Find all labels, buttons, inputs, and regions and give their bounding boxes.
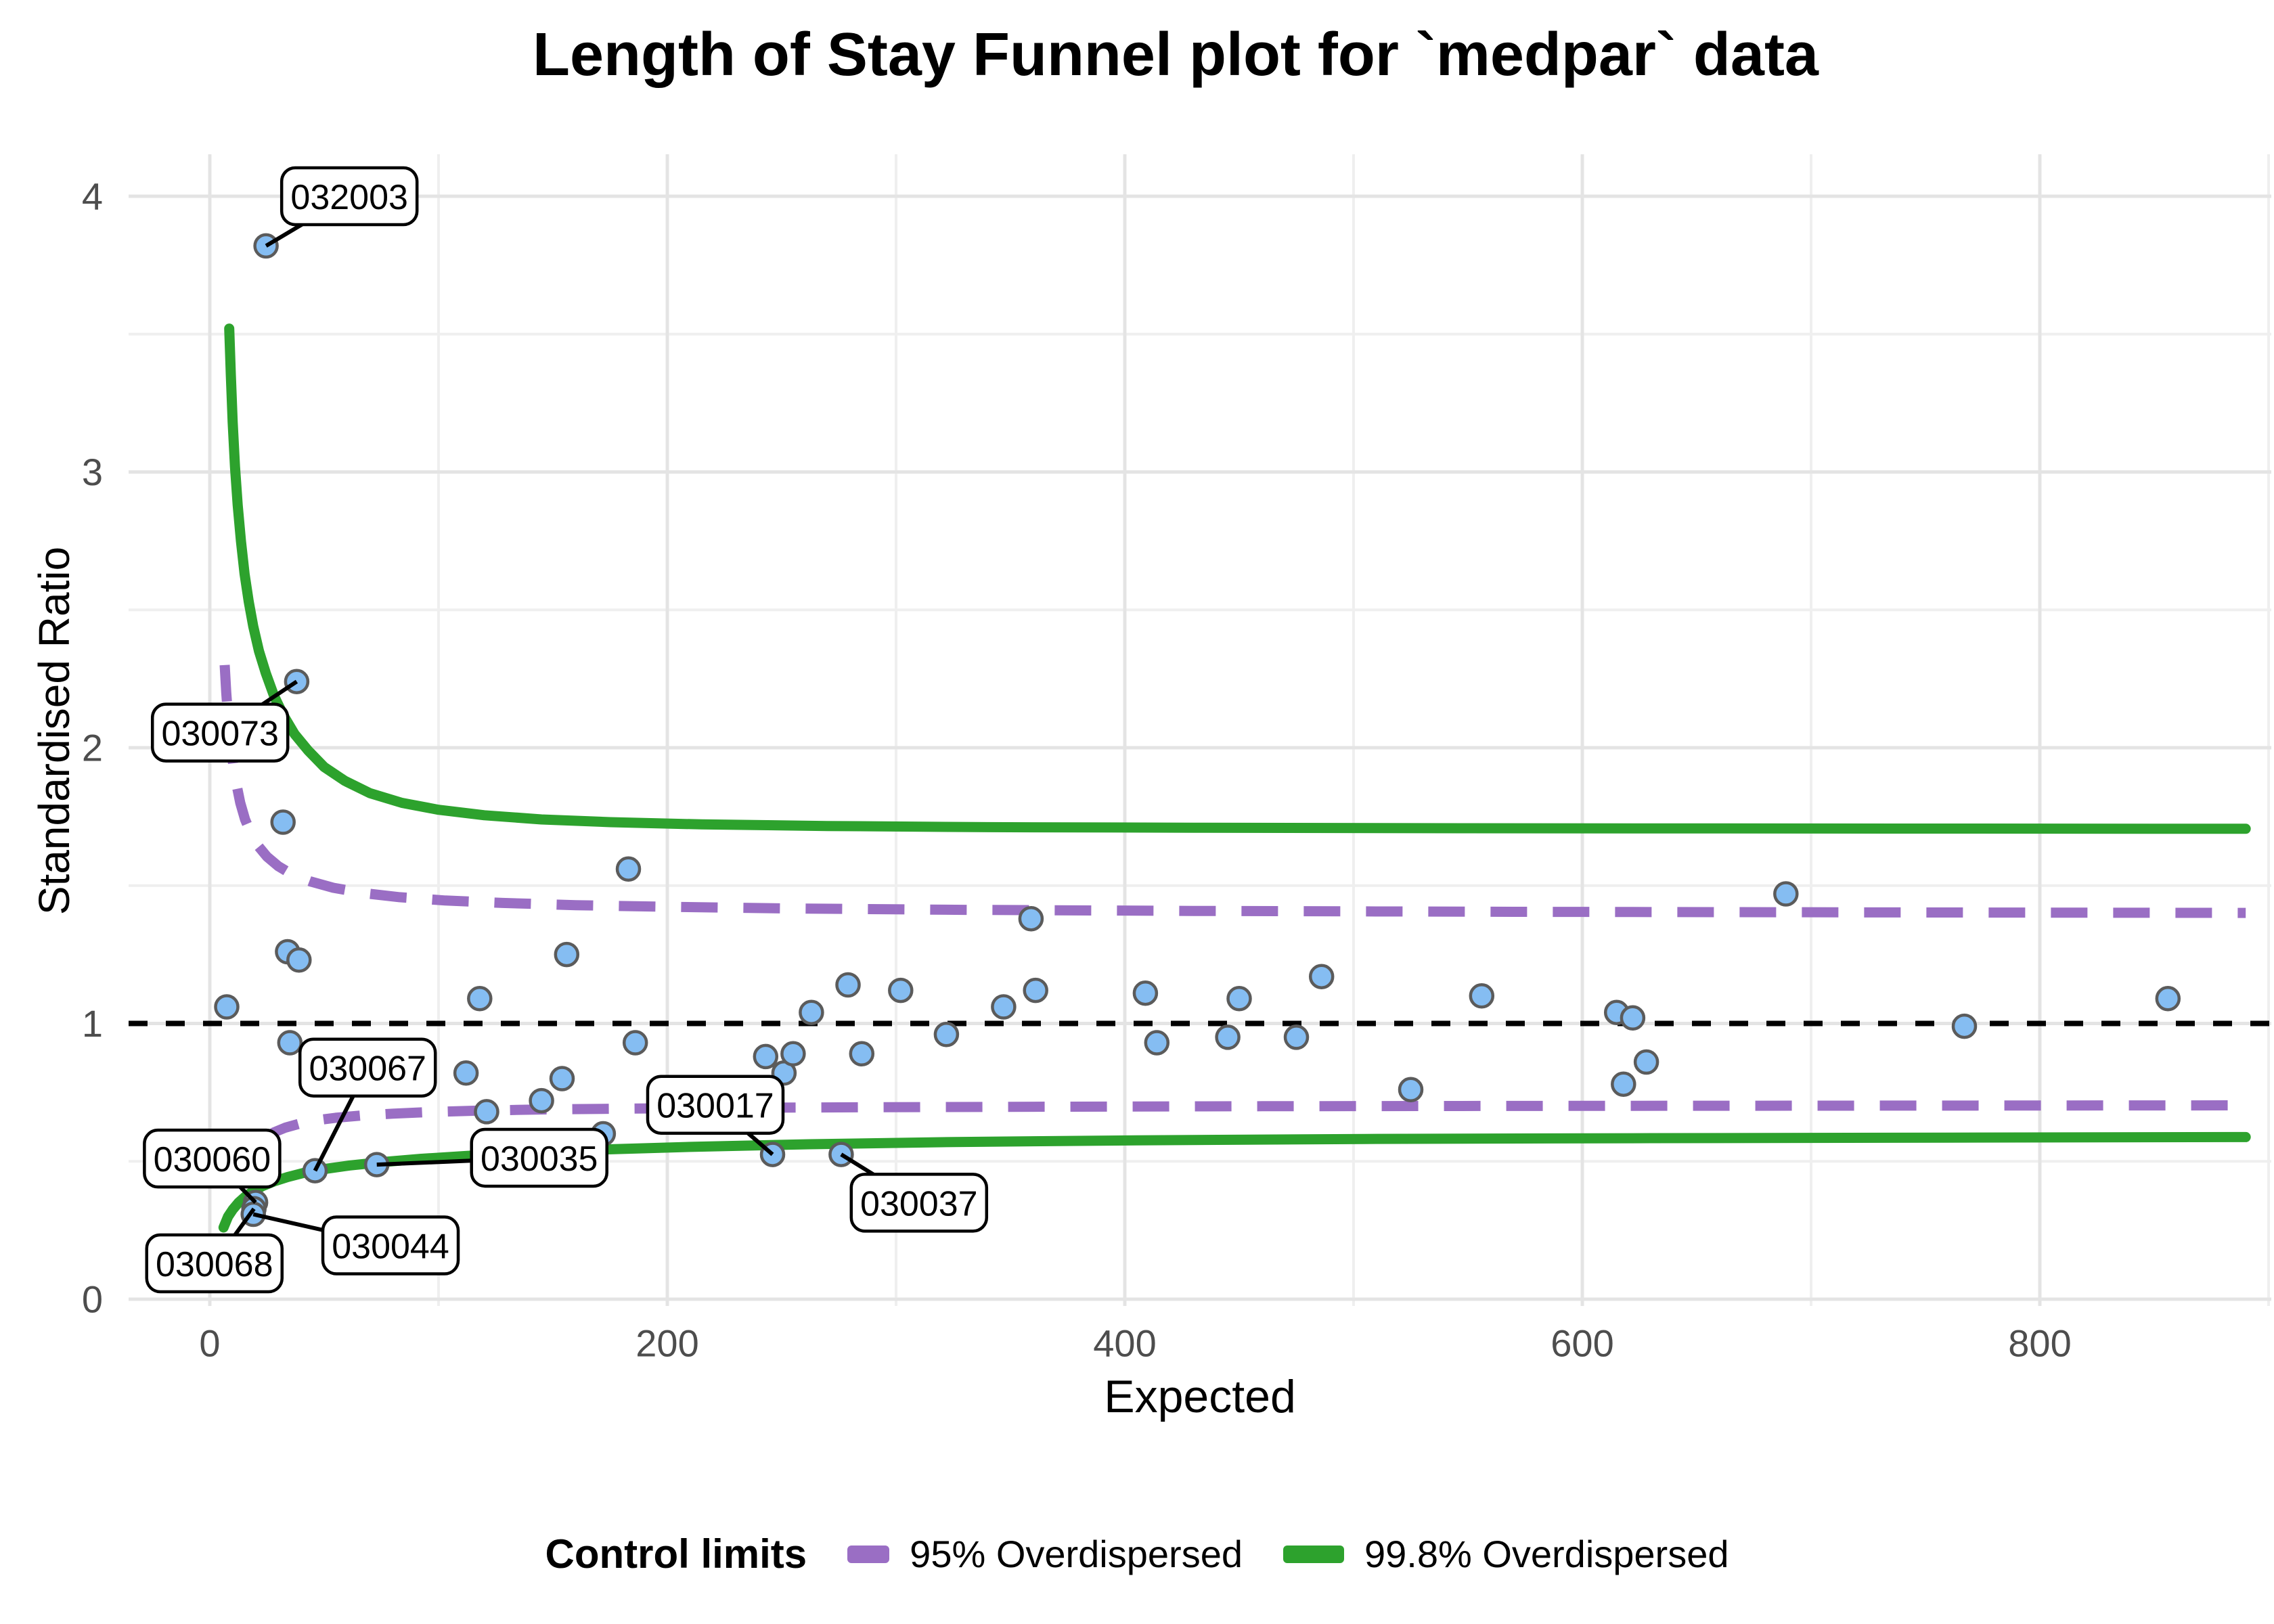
point-label-030017: 030017 — [656, 1087, 774, 1126]
data-point — [1620, 1005, 1646, 1031]
data-point — [780, 1041, 806, 1067]
point-label-box — [145, 1233, 284, 1294]
legend-item-95: 95% Overdispersed — [847, 1532, 1243, 1576]
y-tick-label-1: 1 — [82, 1002, 103, 1045]
point-label-box — [470, 1127, 608, 1188]
data-point — [529, 1087, 554, 1114]
point-label-030060: 030060 — [154, 1140, 271, 1179]
legend-label-998: 99.8% Overdispersed — [1364, 1533, 1729, 1575]
data-point — [474, 1099, 499, 1125]
point-label-030073: 030073 — [161, 715, 279, 754]
solid-line-swatch-icon — [1283, 1545, 1344, 1563]
data-point — [1215, 1024, 1241, 1050]
data-point — [214, 994, 240, 1020]
point-label-box — [321, 1215, 460, 1276]
point-label-box — [646, 1075, 785, 1135]
x-tick-label-0: 0 — [199, 1322, 220, 1365]
data-point — [1018, 905, 1044, 932]
data-point — [991, 994, 1017, 1020]
point-label-box — [280, 166, 419, 227]
legend: Control limits 95% Overdispersed 99.8% O… — [0, 1531, 2274, 1577]
legend-label-95: 95% Overdispersed — [910, 1533, 1243, 1575]
data-point — [277, 1030, 303, 1056]
y-tick-label-2: 2 — [82, 727, 103, 769]
x-tick-label-400: 400 — [1093, 1322, 1156, 1365]
data-point — [554, 941, 580, 968]
point-label-030068: 030068 — [156, 1245, 273, 1284]
data-point — [835, 972, 861, 998]
dashed-line-swatch-icon — [847, 1545, 890, 1563]
point-label-030035: 030035 — [481, 1140, 598, 1179]
point-label-030067: 030067 — [309, 1050, 426, 1089]
data-point — [1951, 1013, 1978, 1039]
x-tick-label-800: 800 — [2008, 1322, 2071, 1365]
data-point — [849, 1041, 875, 1067]
point-label-box — [298, 1037, 437, 1098]
data-point — [270, 809, 296, 835]
data-point — [888, 977, 914, 1003]
data-point — [799, 999, 824, 1025]
point-label-032003: 032003 — [290, 178, 408, 217]
data-point — [1144, 1030, 1170, 1056]
data-point — [1132, 980, 1159, 1006]
data-point — [1633, 1049, 1659, 1075]
limit-998-upper-curve — [224, 323, 2251, 834]
data-point — [615, 856, 642, 882]
data-point-032003 — [253, 233, 279, 259]
y-tick-label-0: 0 — [82, 1278, 103, 1321]
data-point — [1226, 986, 1252, 1012]
data-point — [753, 1043, 779, 1070]
data-point — [1023, 977, 1048, 1003]
legend-title: Control limits — [545, 1531, 807, 1577]
point-label-030044: 030044 — [332, 1227, 449, 1267]
point-label-box — [143, 1128, 282, 1189]
data-point — [1773, 881, 1799, 907]
data-point — [1469, 983, 1495, 1009]
data-point — [2155, 986, 2181, 1012]
chart-title: Length of Stay Funnel plot for `medpar` … — [533, 21, 1819, 89]
point-label-box — [150, 702, 290, 763]
x-axis-title: Expected — [1104, 1371, 1296, 1422]
point-label-box — [849, 1173, 989, 1233]
data-point — [286, 947, 312, 973]
data-point — [453, 1060, 479, 1086]
data-point — [467, 986, 493, 1012]
data-point — [1611, 1071, 1636, 1097]
data-point — [622, 1030, 648, 1056]
limit-95-upper-curve — [219, 664, 2246, 918]
data-point — [549, 1066, 575, 1091]
point-label-030037: 030037 — [860, 1184, 978, 1223]
y-tick-label-3: 3 — [82, 451, 103, 493]
x-tick-label-200: 200 — [636, 1322, 698, 1365]
data-point — [1283, 1024, 1310, 1050]
y-tick-label-4: 4 — [82, 175, 103, 218]
x-tick-label-600: 600 — [1551, 1322, 1613, 1365]
legend-item-998: 99.8% Overdispersed — [1283, 1532, 1729, 1576]
data-point — [933, 1022, 960, 1047]
data-point — [1398, 1077, 1424, 1103]
data-point — [1308, 964, 1335, 989]
